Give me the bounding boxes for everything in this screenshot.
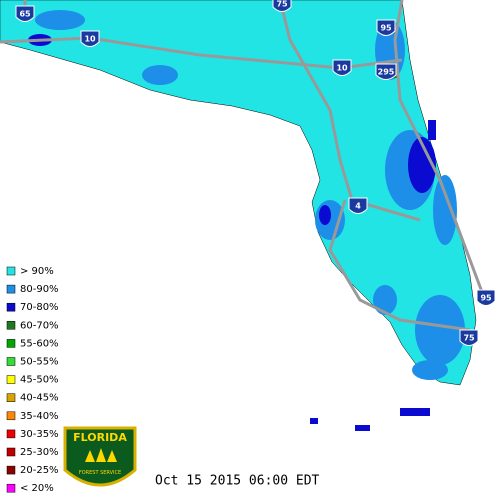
legend-label: > 90%: [20, 266, 54, 277]
legend-swatch: [6, 447, 16, 457]
legend-swatch: [6, 411, 16, 421]
interstate-shields: 65 75 10 95 10 295 4 95 75: [15, 0, 496, 346]
legend: > 90% 80-90% 70-80% 60-70% 55-60% 50-55% 45-50…: [6, 266, 59, 494]
timestamp: Oct 15 2015 06:00 EDT: [155, 474, 320, 489]
shield-label: 95: [380, 24, 392, 33]
legend-swatch: [6, 429, 16, 439]
legend-swatch: [6, 266, 16, 276]
shield-label: 10: [84, 35, 96, 44]
shield-label: 75: [276, 0, 288, 9]
legend-label: 45-50%: [20, 375, 59, 386]
legend-swatch: [6, 284, 16, 294]
legend-swatch: [6, 339, 16, 348]
legend-swatch: [6, 357, 16, 366]
legend-label: 40-45%: [20, 393, 59, 404]
shield-label: 295: [378, 68, 395, 77]
legend-label: 60-70%: [20, 320, 59, 331]
legend-label: 55-60%: [20, 338, 59, 349]
legend-label: 25-30%: [20, 447, 59, 458]
logo-subtitle: FOREST SERVICE: [79, 470, 121, 476]
legend-swatch: [6, 483, 16, 493]
legend-label: 30-35%: [20, 429, 59, 440]
shield-label: 95: [480, 294, 492, 303]
logo-title: FLORIDA: [73, 431, 127, 444]
legend-swatch: [6, 465, 16, 475]
shield-label: 4: [355, 202, 361, 211]
legend-swatch: [6, 302, 16, 312]
shield-label: 65: [19, 10, 31, 19]
legend-label: < 20%: [20, 483, 54, 494]
shield-label: 10: [336, 64, 348, 73]
logo: FLORIDA FOREST SERVICE: [63, 426, 137, 487]
legend-swatch: [6, 321, 16, 330]
legend-label: 70-80%: [20, 302, 59, 313]
shield-label: 75: [463, 334, 475, 343]
legend-swatch: [6, 375, 16, 384]
legend-label: 50-55%: [20, 357, 59, 368]
legend-swatch: [6, 393, 16, 402]
legend-label: 35-40%: [20, 411, 59, 422]
legend-label: 80-90%: [20, 284, 59, 295]
legend-label: 20-25%: [20, 465, 59, 476]
humidity-70-80: [28, 34, 436, 431]
